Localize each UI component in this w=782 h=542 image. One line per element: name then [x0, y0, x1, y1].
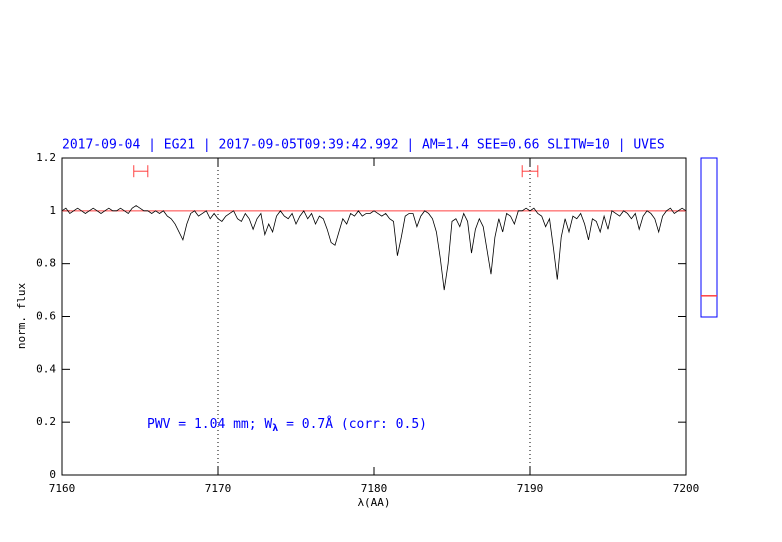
- window-marker: [133, 165, 149, 178]
- y-tick-label: 1: [49, 204, 56, 217]
- y-tick-label: 0.6: [36, 310, 56, 323]
- annotation: PWV = 1.04 mm; Wλ = 0.7Å (corr: 0.5): [147, 416, 427, 435]
- window-marker: [521, 165, 539, 178]
- x-tick-label: 7160: [49, 482, 76, 495]
- x-tick-label: 7170: [205, 482, 232, 495]
- y-tick-label: 0.4: [36, 362, 56, 375]
- x-tick-label: 7200: [673, 482, 700, 495]
- y-tick-label: 0.8: [36, 257, 56, 270]
- y-tick-label: 0: [49, 468, 56, 481]
- side-indicator-frame: [700, 157, 718, 318]
- x-tick-label: 7190: [517, 482, 544, 495]
- y-tick-label: 1.2: [36, 151, 56, 164]
- chart-title: 2017-09-04 | EG21 | 2017-09-05T09:39:42.…: [62, 138, 665, 153]
- annotation-text: PWV = 1.04 mm; W: [147, 417, 272, 432]
- annotation-subscript: λ: [272, 423, 278, 434]
- y-axis-label: norm. flux: [15, 283, 28, 350]
- x-tick-label: 7180: [361, 482, 388, 495]
- y-tick-label: 0.2: [36, 415, 56, 428]
- spectrum-line: [61, 205, 687, 291]
- annotation-text: = 0.7Å (corr: 0.5): [278, 416, 427, 432]
- x-axis-label: λ(AA): [357, 496, 390, 509]
